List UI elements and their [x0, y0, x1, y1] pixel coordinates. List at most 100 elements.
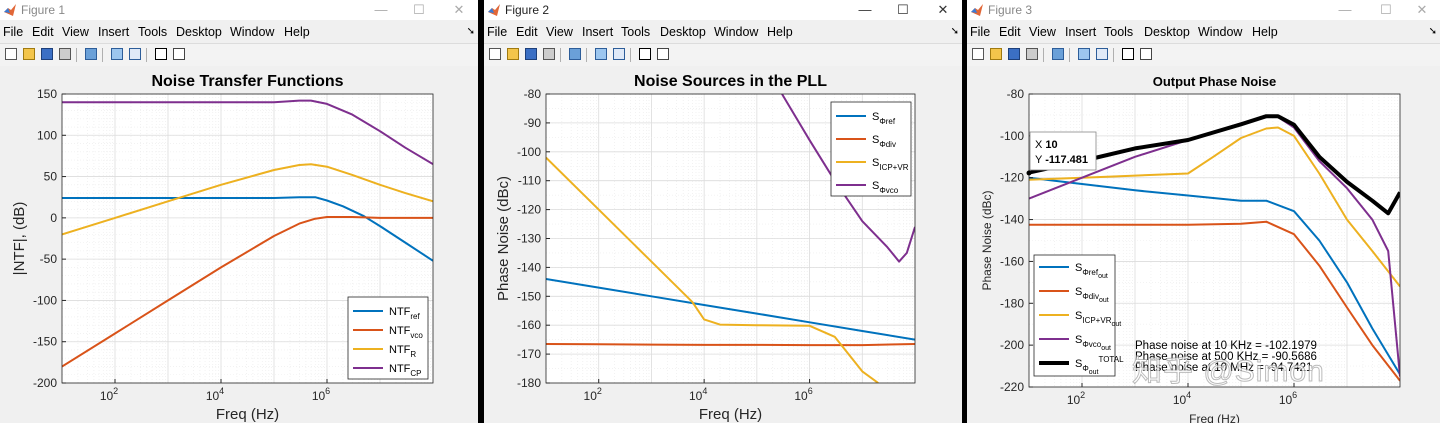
- y-tick-label: -80: [1007, 87, 1025, 101]
- maximize-button[interactable]: ☐: [897, 2, 909, 17]
- menu-file[interactable]: File: [970, 25, 991, 39]
- link-plot-icon[interactable]: [568, 47, 582, 61]
- dock-arrow-icon[interactable]: ➘: [466, 26, 475, 37]
- y-tick-label: -180: [517, 376, 541, 390]
- legend-icon[interactable]: [128, 47, 142, 61]
- watermark: 知乎 @Simon: [1132, 355, 1325, 389]
- datatip-box: [1029, 131, 1097, 171]
- dock-arrow-icon[interactable]: ➘: [950, 26, 959, 37]
- annotation-text: Phase noise at 10 KHz = -102.1979: [1135, 340, 1317, 352]
- menu-tools[interactable]: Tools: [138, 25, 168, 39]
- close-button[interactable]: ✕: [453, 2, 465, 17]
- dock-arrow-icon[interactable]: ➘: [1428, 26, 1437, 37]
- legend-icon[interactable]: [1095, 47, 1109, 61]
- x-tick-base: 10: [689, 389, 703, 403]
- series-group: [546, 94, 915, 383]
- print-icon[interactable]: [58, 47, 72, 61]
- y-axis-label: Phase Noise (dBc): [495, 176, 512, 301]
- legend-label: NTFvco: [389, 325, 423, 340]
- menu-desktop[interactable]: Desktop: [660, 25, 706, 39]
- legend-sub: Φdiv: [879, 140, 896, 149]
- maximize-button[interactable]: ☐: [1380, 2, 1392, 17]
- save-icon[interactable]: [524, 47, 538, 61]
- link-plot-icon[interactable]: [1051, 47, 1065, 61]
- figure-canvas: -200 -150 -100 -50 0 50 100 150 102 104 106 Noise T…: [0, 66, 478, 423]
- print-icon[interactable]: [542, 47, 556, 61]
- legend-label: SΦvcoout: [1075, 334, 1111, 352]
- toolbar-separator: [630, 48, 631, 62]
- menu-help[interactable]: Help: [1252, 25, 1278, 39]
- legend-name: S: [1075, 262, 1082, 274]
- menu-file[interactable]: File: [3, 25, 24, 39]
- legend[interactable]: SΦrefoutSΦdivoutSICP+VRoutSΦvcooutSΦoutT…: [1033, 254, 1124, 377]
- x-tick-label: 102: [100, 386, 118, 403]
- new-figure-icon[interactable]: [971, 47, 985, 61]
- menu-insert[interactable]: Insert: [582, 25, 614, 39]
- x-tick-label: 102: [584, 386, 602, 403]
- property-editor-icon[interactable]: [172, 47, 186, 61]
- grid: [546, 93, 915, 384]
- colorbar-icon[interactable]: [594, 47, 608, 61]
- pointer-icon[interactable]: [1121, 47, 1135, 61]
- legend-subsub: out: [1098, 273, 1108, 280]
- figure-window-2: Figure 2 — ☐ ✕ File Edit View Insert Too…: [484, 0, 962, 423]
- close-button[interactable]: ✕: [1416, 2, 1428, 17]
- minimize-button[interactable]: —: [1338, 2, 1352, 17]
- print-icon[interactable]: [1025, 47, 1039, 61]
- menu-tools[interactable]: Tools: [621, 25, 651, 39]
- x-tick-exp: 2: [597, 386, 602, 396]
- x-tick-exp: 4: [219, 386, 224, 396]
- datatip-x-value: 10: [1045, 139, 1057, 151]
- menu-help[interactable]: Help: [284, 25, 310, 39]
- menu-desktop[interactable]: Desktop: [176, 25, 222, 39]
- minimize-button[interactable]: —: [374, 2, 388, 17]
- close-button[interactable]: ✕: [937, 2, 949, 17]
- minimize-button[interactable]: —: [858, 2, 872, 17]
- menu-window[interactable]: Window: [714, 25, 759, 39]
- property-editor-icon[interactable]: [1139, 47, 1153, 61]
- new-figure-icon[interactable]: [4, 47, 18, 61]
- y-tick-label: 100: [37, 128, 57, 142]
- menu-window[interactable]: Window: [230, 25, 275, 39]
- window-title: Figure 3: [988, 3, 1033, 17]
- pointer-icon[interactable]: [638, 47, 652, 61]
- link-plot-icon[interactable]: [84, 47, 98, 61]
- save-icon[interactable]: [40, 47, 54, 61]
- legend-sub: R: [410, 350, 416, 359]
- toolbar: [0, 43, 478, 67]
- legend-sub: Φref: [1082, 268, 1098, 277]
- menu-edit[interactable]: Edit: [999, 25, 1021, 39]
- new-figure-icon[interactable]: [488, 47, 502, 61]
- property-editor-icon[interactable]: [656, 47, 670, 61]
- open-file-icon[interactable]: [989, 47, 1003, 61]
- x-tick-exp: 6: [1292, 390, 1297, 400]
- legend-icon[interactable]: [612, 47, 626, 61]
- colorbar-icon[interactable]: [110, 47, 124, 61]
- menu-tools[interactable]: Tools: [1104, 25, 1134, 39]
- menu-insert[interactable]: Insert: [98, 25, 130, 39]
- open-file-icon[interactable]: [506, 47, 520, 61]
- menu-help[interactable]: Help: [767, 25, 793, 39]
- datatip[interactable]: X 10Y -117.481: [1026, 131, 1097, 176]
- pointer-icon[interactable]: [154, 47, 168, 61]
- menu-edit[interactable]: Edit: [32, 25, 54, 39]
- open-file-icon[interactable]: [22, 47, 36, 61]
- colorbar-icon[interactable]: [1077, 47, 1091, 61]
- title-bar: Figure 2 — ☐ ✕: [484, 0, 962, 20]
- y-tick-label: 0: [50, 211, 57, 225]
- menu-window[interactable]: Window: [1198, 25, 1243, 39]
- menu-insert[interactable]: Insert: [1065, 25, 1097, 39]
- menu-file[interactable]: File: [487, 25, 508, 39]
- menu-desktop[interactable]: Desktop: [1144, 25, 1190, 39]
- menu-view[interactable]: View: [62, 25, 89, 39]
- x-axis-label: Freq (Hz): [699, 406, 762, 423]
- menu-view[interactable]: View: [546, 25, 573, 39]
- menu-view[interactable]: View: [1029, 25, 1056, 39]
- y-tick-label: -180: [1000, 296, 1024, 310]
- maximize-button[interactable]: ☐: [413, 2, 425, 17]
- menu-edit[interactable]: Edit: [516, 25, 538, 39]
- save-icon[interactable]: [1007, 47, 1021, 61]
